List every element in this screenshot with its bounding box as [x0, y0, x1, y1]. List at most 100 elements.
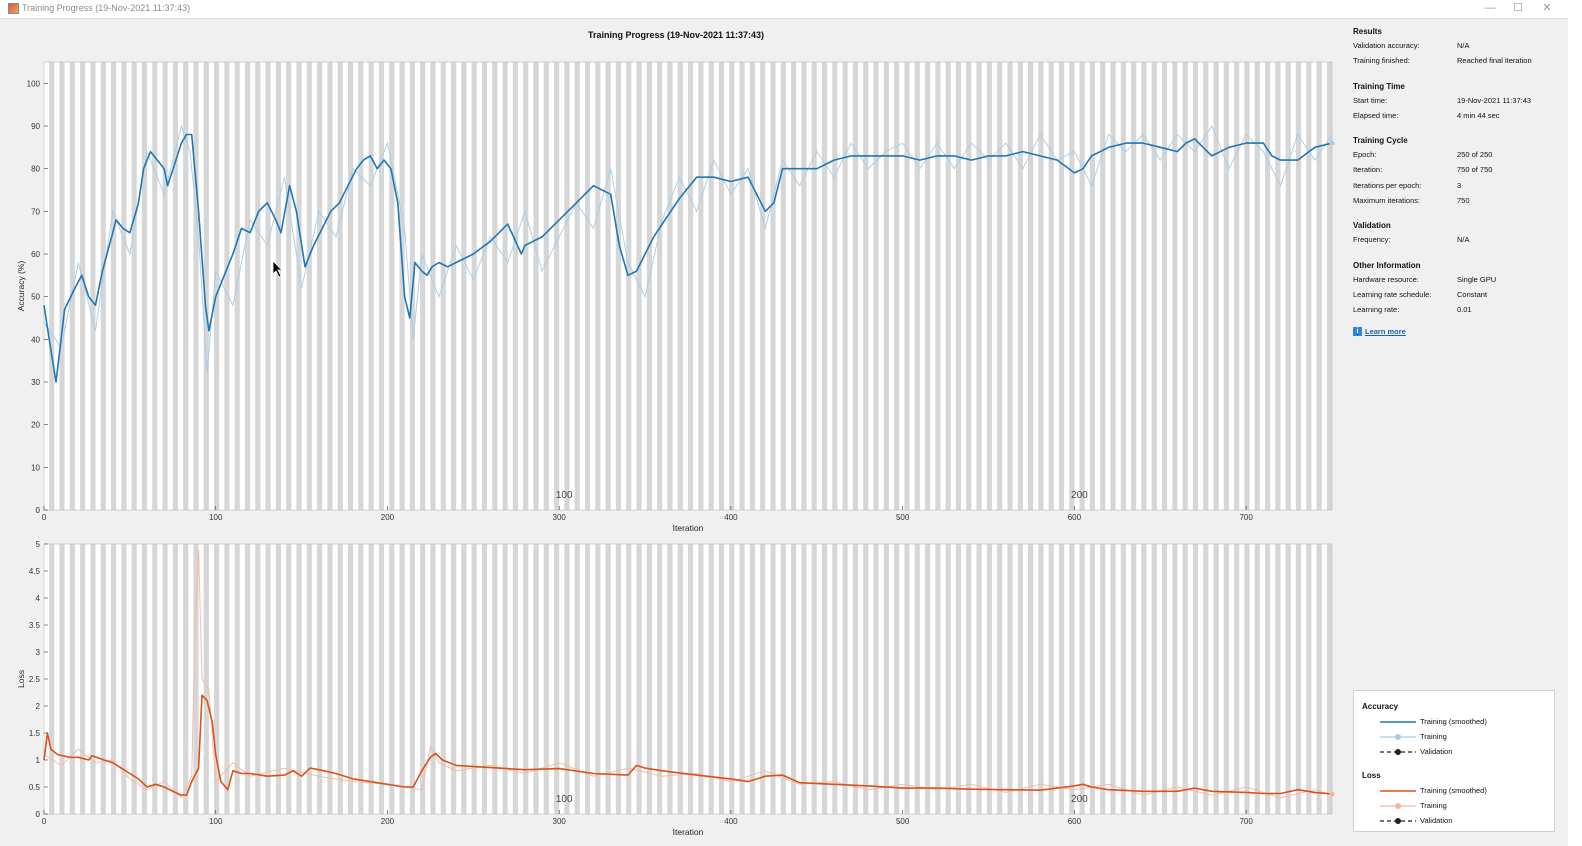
- epoch-band: [1141, 62, 1147, 510]
- epoch-band: [811, 62, 817, 510]
- epoch-band: [121, 62, 127, 510]
- epoch-band: [193, 62, 199, 510]
- epoch-band: [1234, 62, 1240, 510]
- epoch-band: [90, 62, 96, 510]
- close-button[interactable]: ✕: [1542, 2, 1552, 14]
- epoch-band: [512, 62, 518, 510]
- epoch-band: [152, 62, 158, 510]
- epoch-band: [430, 544, 436, 814]
- info-icon: i: [1353, 326, 1362, 336]
- epoch-band: [69, 62, 75, 510]
- legend-label: Training: [1420, 732, 1447, 741]
- epoch-band: [296, 544, 302, 814]
- info-value: 19-Nov-2021 11:37:43: [1457, 95, 1532, 105]
- epoch-band: [481, 544, 488, 814]
- epoch-band: [883, 544, 889, 814]
- y-tick-label: 30: [31, 378, 40, 387]
- epoch-band: [1223, 62, 1229, 510]
- epoch-band: [1069, 62, 1075, 510]
- epoch-band: [842, 544, 848, 814]
- legend-loss-heading: Loss: [1362, 771, 1381, 780]
- epoch-band: [399, 62, 405, 510]
- epoch-band: [584, 62, 591, 510]
- epoch-band: [543, 62, 549, 510]
- info-value: N/A: [1457, 235, 1470, 245]
- epoch-band: [317, 62, 323, 510]
- info-row: Validation accuracy: N/A: [1353, 41, 1568, 56]
- epoch-band: [677, 62, 683, 510]
- epoch-band: [1161, 62, 1168, 510]
- epoch-band: [1285, 544, 1291, 814]
- epoch-band: [729, 62, 735, 510]
- epoch-band: [1079, 62, 1085, 510]
- epoch-band: [492, 544, 498, 814]
- epoch-band: [430, 62, 436, 510]
- y-tick-label: 3.5: [29, 621, 41, 630]
- legend-loss-validation: Validation: [1380, 815, 1550, 827]
- legend-label: Training: [1420, 801, 1447, 810]
- epoch-band: [420, 544, 426, 814]
- epoch-band: [760, 544, 766, 814]
- epoch-band: [502, 62, 508, 510]
- epoch-stripes: [49, 544, 1332, 814]
- maximize-button[interactable]: ☐: [1513, 2, 1523, 14]
- epoch-band: [1234, 544, 1240, 814]
- epoch-band: [1058, 62, 1065, 510]
- x-tick-label: 0: [42, 513, 47, 522]
- epoch-band: [657, 544, 663, 814]
- info-key: Hardware resource:: [1353, 274, 1419, 284]
- epoch-band: [986, 62, 992, 510]
- epoch-band: [1306, 544, 1312, 814]
- legend-dashed-marker-icon: [1380, 749, 1416, 755]
- epoch-band: [162, 62, 168, 510]
- x-tick-label: 600: [1068, 817, 1082, 826]
- y-tick-label: 70: [31, 207, 40, 216]
- epoch-band: [1141, 544, 1147, 814]
- epoch-band: [100, 62, 106, 510]
- epoch-band: [863, 544, 869, 814]
- epoch-band: [110, 62, 117, 510]
- info-row: Start time: 19-Nov-2021 11:37:43: [1353, 96, 1568, 111]
- epoch-band: [760, 62, 766, 510]
- epoch-band: [646, 544, 652, 814]
- epoch-band: [626, 62, 632, 510]
- y-tick-label: 4: [36, 594, 41, 603]
- window-edge: [1568, 18, 1582, 846]
- epoch-band: [224, 544, 230, 814]
- x-tick-label: 500: [896, 817, 910, 826]
- epoch-band: [657, 62, 663, 510]
- epoch-band: [337, 62, 343, 510]
- epoch-band: [791, 62, 797, 510]
- y-tick-label: 40: [31, 335, 40, 344]
- legend-dashed-marker-icon: [1380, 818, 1416, 824]
- epoch-band: [49, 62, 55, 510]
- y-tick-label: 10: [31, 463, 40, 472]
- training-time-heading: Training Time: [1353, 81, 1405, 91]
- epoch-band: [409, 544, 415, 814]
- learn-more-link[interactable]: i Learn more: [1353, 326, 1568, 336]
- training-progress-figure: Training Progress (19-Nov-2021 11:37:43)…: [16, 30, 1335, 837]
- results-heading: Results: [1353, 27, 1382, 36]
- epoch-band: [368, 544, 374, 814]
- epoch-band: [1151, 62, 1157, 510]
- accuracy-plot: 0 100 200 300 400 500 600 700 0 10 20 30 40 50 60 70 80 9…: [16, 61, 1335, 533]
- epoch-band: [275, 544, 281, 814]
- info-key: Validation accuracy:: [1353, 41, 1420, 50]
- epoch-band: [451, 62, 457, 510]
- epoch-band: [554, 62, 560, 510]
- epoch-band: [997, 62, 1003, 510]
- y-tick-label: 100: [27, 79, 41, 88]
- x-tick-label: 0: [42, 817, 47, 826]
- epoch-band: [1100, 62, 1106, 510]
- epoch-band: [904, 62, 910, 510]
- epoch-band: [595, 544, 601, 814]
- epoch-band: [1275, 62, 1281, 510]
- info-value: 250 of 250: [1457, 150, 1493, 160]
- epoch-band: [1007, 62, 1013, 510]
- info-key: Iteration:: [1353, 165, 1383, 175]
- legend-label: Training (smoothed): [1420, 786, 1487, 795]
- epoch-band: [739, 62, 745, 510]
- info-value: 4 min 44 sec: [1457, 110, 1500, 120]
- minimize-button[interactable]: —: [1484, 2, 1496, 14]
- training-smoothed-line: [43, 133, 1333, 383]
